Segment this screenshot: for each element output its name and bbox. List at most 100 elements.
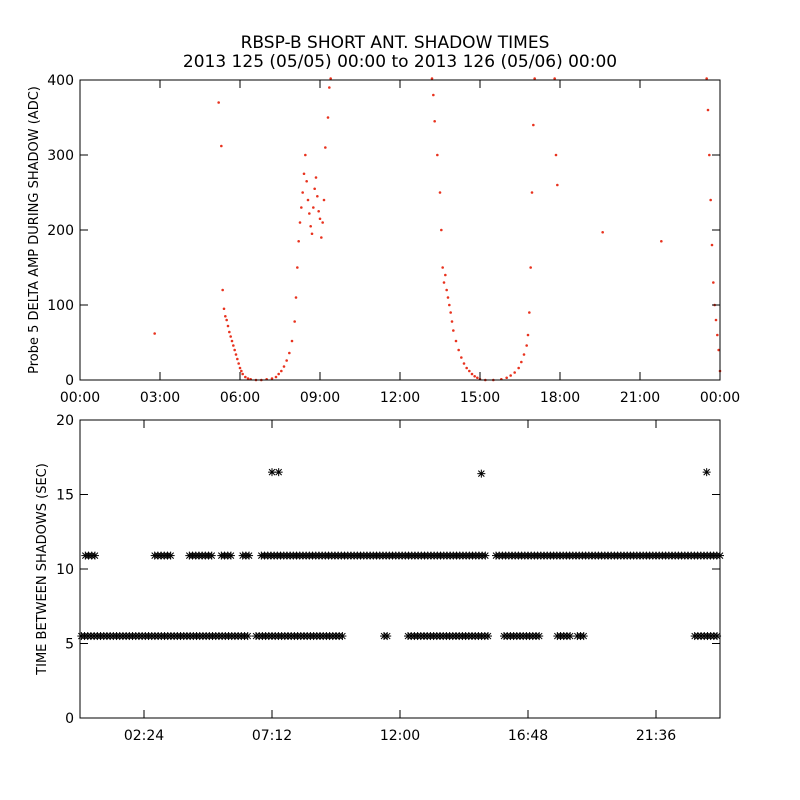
- bottom-x-tick-label: 21:36: [636, 728, 676, 744]
- top-data-point: [553, 77, 556, 80]
- top-data-point: [232, 344, 235, 347]
- top-data-point: [457, 348, 460, 352]
- top-x-tick-label: 00:00: [60, 390, 100, 406]
- top-panel: 0 100 200 300 400 00:00 03:00 06:00 09:00 12:00 1…: [27, 73, 740, 406]
- top-data-point: [277, 372, 280, 376]
- top-data-point: [462, 362, 466, 365]
- top-data-point: [230, 339, 234, 343]
- top-data-point: [270, 377, 274, 380]
- top-data-point: [234, 353, 238, 356]
- top-data-point: [430, 77, 434, 80]
- bottom-data-point-low: [338, 632, 347, 641]
- top-data-point: [450, 320, 454, 323]
- top-data-point: [282, 365, 286, 368]
- top-data-point: [224, 314, 227, 318]
- top-data-point: [217, 101, 220, 104]
- bottom-data-point-high: [207, 551, 216, 560]
- top-data-point: [244, 375, 247, 379]
- top-data-point: [473, 374, 476, 378]
- top-data-point: [446, 296, 450, 299]
- top-data-point: [530, 191, 534, 194]
- top-data-point: [228, 330, 231, 334]
- top-data-point: [438, 191, 442, 194]
- top-x-tick-label: 21:00: [620, 390, 660, 406]
- top-data-point: [296, 266, 299, 269]
- top-data-point: [221, 288, 224, 292]
- top-data-point: [316, 194, 319, 198]
- top-y-tick-label: 100: [47, 298, 74, 314]
- top-data-point: [601, 230, 604, 234]
- top-data-point: [225, 318, 228, 322]
- top-data-point: [304, 153, 307, 157]
- bottom-y-tick-label: 10: [56, 562, 74, 578]
- top-data-point: [532, 123, 535, 127]
- top-data-point: [460, 356, 463, 359]
- top-data-point: [285, 359, 288, 362]
- top-data-point: [238, 366, 242, 370]
- top-data-point: [660, 239, 663, 243]
- bottom-data-point-high: [245, 551, 254, 560]
- top-data-point: [309, 224, 312, 228]
- top-data-point: [153, 332, 156, 335]
- top-data-point: [302, 172, 306, 176]
- top-data-point: [236, 357, 239, 361]
- top-data-point: [441, 266, 444, 269]
- top-y-tick-label: 200: [47, 223, 74, 239]
- bottom-data-point-high: [226, 551, 235, 560]
- bottom-x-tick-label: 07:12: [252, 728, 292, 744]
- bottom-data-point-outlier: [702, 468, 711, 477]
- top-data-point: [293, 320, 296, 323]
- bottom-y-tick-label: 15: [56, 488, 74, 504]
- bottom-y-tick-label: 20: [56, 413, 74, 429]
- top-data-point: [528, 311, 531, 314]
- top-data-point: [280, 369, 283, 373]
- top-data-point: [513, 371, 516, 374]
- bottom-x-tick-label: 12:00: [380, 728, 420, 744]
- top-data-point: [517, 366, 520, 370]
- top-data-point: [305, 179, 308, 183]
- top-data-point: [318, 217, 322, 221]
- top-data-point: [505, 376, 508, 380]
- bottom-data-point-low: [484, 632, 492, 641]
- top-data-point: [314, 176, 318, 179]
- top-data-point: [445, 288, 448, 292]
- bottom-data-point-low: [383, 632, 392, 641]
- bottom-data-point-high: [90, 551, 99, 560]
- bottom-data-point-low: [579, 632, 588, 641]
- bottom-x-axis: 02:24 07:12 12:00 16:48 21:36: [124, 420, 676, 744]
- top-y-tick-label: 0: [65, 373, 74, 389]
- top-data-point: [444, 273, 447, 277]
- top-data-point: [705, 77, 708, 80]
- top-data-point: [240, 369, 243, 373]
- top-data-point: [329, 77, 332, 80]
- top-data-point: [274, 375, 278, 379]
- top-data-point: [312, 206, 315, 209]
- top-data-point: [432, 93, 435, 97]
- bottom-data-point-high: [481, 551, 490, 560]
- top-data-point: [233, 348, 236, 352]
- top-data-point: [226, 324, 230, 328]
- top-data-point: [554, 153, 558, 157]
- top-data-point: [298, 221, 302, 224]
- top-data-point: [468, 369, 471, 373]
- top-data-point: [476, 376, 479, 380]
- top-data-point: [324, 146, 327, 149]
- bottom-y-tick-label: 0: [65, 711, 74, 727]
- top-data-point: [533, 77, 536, 80]
- top-data-point: [714, 318, 718, 322]
- top-data-point: [442, 281, 446, 284]
- top-data-point: [322, 198, 326, 202]
- top-data-point: [321, 221, 324, 224]
- bottom-data-points: [77, 468, 724, 641]
- top-x-tick-label: 06:00: [220, 390, 260, 406]
- bottom-data-point-low: [535, 632, 544, 641]
- bottom-data-point-outlier: [274, 468, 283, 477]
- top-data-point: [297, 239, 300, 243]
- top-data-point: [328, 86, 331, 89]
- top-data-point: [706, 108, 710, 112]
- top-data-point: [317, 209, 320, 213]
- bottom-plot-frame: [79, 419, 721, 719]
- bottom-x-tick-label: 02:24: [124, 728, 164, 744]
- top-data-points: [153, 77, 722, 382]
- top-data-point: [520, 360, 523, 364]
